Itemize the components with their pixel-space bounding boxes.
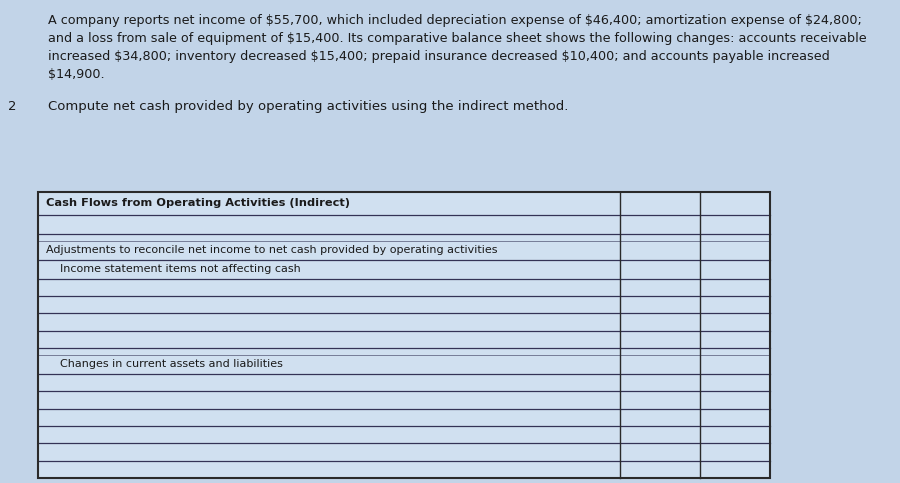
- Text: Compute net cash provided by operating activities using the indirect method.: Compute net cash provided by operating a…: [48, 100, 569, 113]
- Bar: [38, 192, 770, 478]
- Text: increased $34,800; inventory decreased $15,400; prepaid insurance decreased $10,: increased $34,800; inventory decreased $…: [48, 50, 830, 63]
- Text: A company reports net income of $55,700, which included depreciation expense of : A company reports net income of $55,700,…: [48, 14, 862, 27]
- Text: Changes in current assets and liabilities: Changes in current assets and liabilitie…: [60, 359, 283, 369]
- Text: $14,900.: $14,900.: [48, 68, 104, 81]
- Text: Income statement items not affecting cash: Income statement items not affecting cas…: [60, 264, 301, 274]
- Text: Cash Flows from Operating Activities (Indirect): Cash Flows from Operating Activities (In…: [46, 198, 350, 208]
- Bar: [38, 192, 770, 478]
- Text: 2: 2: [8, 100, 16, 113]
- Text: and a loss from sale of equipment of $15,400. Its comparative balance sheet show: and a loss from sale of equipment of $15…: [48, 32, 867, 45]
- Text: Adjustments to reconcile net income to net cash provided by operating activities: Adjustments to reconcile net income to n…: [46, 245, 498, 255]
